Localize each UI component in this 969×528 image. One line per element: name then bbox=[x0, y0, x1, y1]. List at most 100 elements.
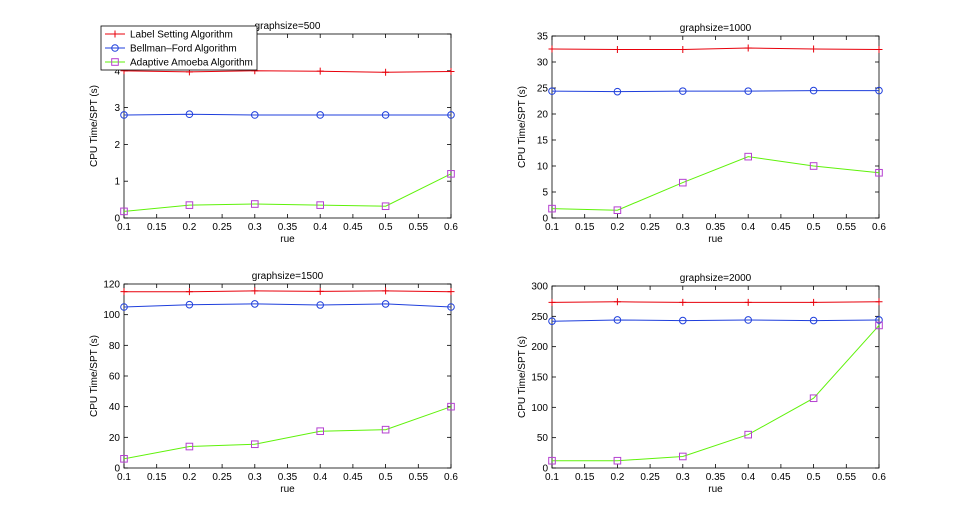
y-axis-label: CPU Time/SPT (s) bbox=[517, 336, 528, 418]
legend-label: Label Setting Algorithm bbox=[130, 30, 233, 41]
data-point bbox=[744, 44, 752, 52]
data-point bbox=[251, 440, 259, 449]
x-tick-label: 0.6 bbox=[872, 222, 886, 233]
x-tick-label: 0.6 bbox=[872, 472, 886, 483]
x-tick-label: 0.1 bbox=[117, 472, 131, 483]
legend-label: Bellman–Ford Algorithm bbox=[130, 44, 237, 55]
x-tick-label: 0.45 bbox=[343, 222, 363, 233]
x-tick-label: 0.5 bbox=[379, 472, 393, 483]
data-point bbox=[316, 427, 324, 435]
data-point bbox=[316, 301, 325, 309]
x-tick-label: 0.5 bbox=[379, 222, 393, 233]
plot-area bbox=[551, 35, 880, 219]
data-point bbox=[251, 111, 259, 119]
x-tick-label: 0.1 bbox=[545, 222, 559, 233]
data-point bbox=[447, 170, 455, 178]
x-tick-label: 0.25 bbox=[212, 472, 232, 483]
data-point bbox=[316, 287, 324, 295]
y-tick-label: 0 bbox=[114, 464, 120, 475]
series-3 bbox=[548, 321, 883, 465]
data-point bbox=[679, 452, 687, 461]
data-point bbox=[251, 287, 259, 295]
x-tick-label: 0.55 bbox=[837, 472, 857, 483]
series-1 bbox=[548, 44, 883, 54]
y-tick-label: 20 bbox=[537, 110, 549, 121]
data-point bbox=[679, 316, 687, 325]
legend-box bbox=[100, 25, 258, 71]
y-tick-label: 3 bbox=[114, 103, 120, 114]
data-point bbox=[809, 316, 818, 325]
data-point bbox=[679, 46, 687, 54]
x-tick-label: 0.55 bbox=[837, 222, 857, 233]
x-axis-label: rue bbox=[280, 234, 295, 245]
series-line bbox=[123, 406, 452, 460]
data-point bbox=[613, 87, 622, 96]
y-tick-label: 100 bbox=[531, 403, 548, 414]
data-point bbox=[382, 68, 390, 76]
x-tick-label: 0.25 bbox=[640, 222, 660, 233]
x-axis-label: rue bbox=[708, 234, 723, 245]
data-point bbox=[447, 303, 455, 311]
y-tick-label: 0 bbox=[542, 214, 548, 225]
x-tick-label: 0.2 bbox=[610, 222, 624, 233]
data-point bbox=[120, 288, 128, 296]
y-tick-label: 15 bbox=[537, 136, 549, 147]
data-point bbox=[185, 442, 194, 451]
data-point bbox=[809, 394, 818, 403]
series-3 bbox=[120, 170, 455, 216]
data-point bbox=[548, 87, 556, 95]
series-line bbox=[551, 301, 880, 303]
legend-marker bbox=[111, 58, 119, 66]
series-line bbox=[123, 303, 452, 308]
series-line bbox=[551, 156, 880, 211]
series-line bbox=[551, 47, 880, 50]
y-axis-label: CPU Time/SPT (s) bbox=[89, 335, 100, 417]
series-2 bbox=[548, 86, 883, 96]
data-point bbox=[744, 298, 752, 306]
data-point bbox=[185, 201, 194, 209]
subplot-1: 0.1 0.15 0.2 0.25 0.3 0.35 0.4 0.45 0.5 0.55 0.6 0 1… bbox=[89, 21, 458, 245]
x-tick-label: 0.15 bbox=[147, 222, 167, 233]
data-point bbox=[613, 316, 622, 324]
plot-area bbox=[123, 283, 452, 469]
legend: Label Setting Algorithm Bellman–Ford Algo… bbox=[100, 25, 258, 71]
panel-title: graphsize=2000 bbox=[680, 273, 752, 284]
data-point bbox=[447, 68, 455, 76]
data-point bbox=[316, 111, 325, 119]
x-tick-label: 0.15 bbox=[575, 222, 595, 233]
x-tick-label: 0.25 bbox=[640, 472, 660, 483]
y-tick-label: 5 bbox=[542, 188, 548, 199]
data-point bbox=[120, 207, 128, 216]
data-point bbox=[548, 298, 556, 306]
subplot-4: 0.1 0.15 0.2 0.25 0.3 0.35 0.4 0.45 0.5 0.55 0.6 0 5… bbox=[517, 273, 886, 495]
x-tick-label: 0.3 bbox=[248, 472, 262, 483]
x-axis-label: rue bbox=[708, 484, 723, 495]
data-point bbox=[809, 162, 818, 170]
x-tick-label: 0.45 bbox=[771, 222, 791, 233]
data-point bbox=[447, 288, 455, 296]
subplot-2: 0.1 0.15 0.2 0.25 0.3 0.35 0.4 0.45 0.5 0.55 0.6 0 5… bbox=[517, 23, 886, 245]
series-line bbox=[124, 290, 452, 293]
series-1 bbox=[120, 287, 455, 296]
legend-label: Adaptive Amoeba Algorithm bbox=[130, 58, 253, 69]
x-tick-label: 0.4 bbox=[313, 222, 327, 233]
series-1 bbox=[548, 298, 883, 306]
data-point bbox=[679, 298, 687, 306]
data-point bbox=[679, 87, 687, 95]
y-tick-label: 10 bbox=[537, 162, 549, 173]
x-tick-label: 0.1 bbox=[545, 472, 559, 483]
data-point bbox=[744, 316, 753, 324]
series-line bbox=[123, 113, 451, 116]
series-2 bbox=[548, 316, 883, 325]
data-point bbox=[251, 300, 259, 308]
series-line bbox=[551, 90, 879, 93]
x-tick-label: 0.3 bbox=[676, 472, 690, 483]
data-point bbox=[875, 298, 883, 306]
x-tick-label: 0.6 bbox=[444, 222, 458, 233]
x-tick-label: 0.15 bbox=[575, 472, 595, 483]
y-tick-label: 35 bbox=[537, 32, 549, 43]
data-point bbox=[613, 206, 622, 214]
y-tick-label: 60 bbox=[109, 372, 121, 383]
x-tick-label: 0.4 bbox=[313, 472, 327, 483]
